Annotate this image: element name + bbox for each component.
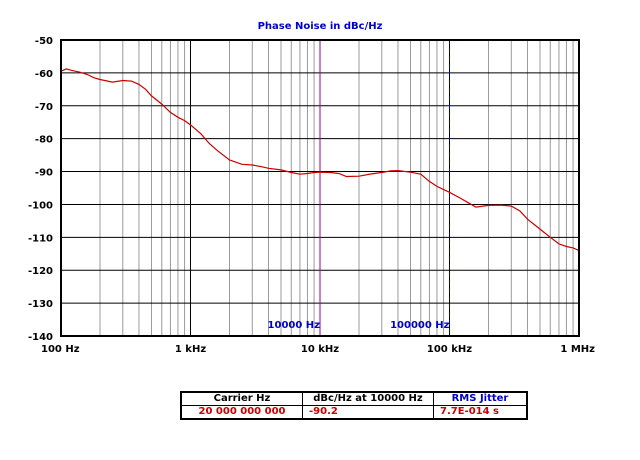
jitter-header: RMS Jitter xyxy=(433,391,528,406)
jitter-value: 7.7E-014 s xyxy=(433,405,528,420)
y-tick-label: -80 xyxy=(35,135,53,146)
dbc-header: dBc/Hz at 10000 Hz xyxy=(302,391,434,406)
summary-table: Carrier Hz dBc/Hz at 10000 Hz RMS Jitter… xyxy=(180,391,528,420)
y-tick-label: -70 xyxy=(35,102,53,113)
summary-header-row: Carrier Hz dBc/Hz at 10000 Hz RMS Jitter xyxy=(180,391,528,406)
plot-area-frame xyxy=(60,39,580,337)
y-tick-label: -100 xyxy=(28,200,53,211)
y-tick-label: -120 xyxy=(28,266,53,277)
x-tick-label: 100 Hz xyxy=(41,344,80,355)
y-tick-label: -130 xyxy=(28,299,53,310)
x-tick-label: 1 kHz xyxy=(175,344,206,355)
phase-noise-chart: Phase Noise in dBc/Hz 10000 Hz 100000 Hz … xyxy=(28,21,595,355)
summary-value-row: 20 000 000 000 -90.2 7.7E-014 s xyxy=(180,405,528,420)
dbc-value: -90.2 xyxy=(302,405,434,420)
marker-label: 10000 Hz xyxy=(268,320,321,331)
y-tick-label: -60 xyxy=(35,69,53,80)
y-tick-label: -110 xyxy=(28,233,53,244)
x-tick-label: 1 MHz xyxy=(560,344,595,355)
chart-title: Phase Noise in dBc/Hz xyxy=(258,21,383,32)
x-tick-label: 100 kHz xyxy=(427,344,472,355)
phase-noise-line xyxy=(60,68,580,252)
carrier-header: Carrier Hz xyxy=(180,391,303,406)
y-tick-label: -140 xyxy=(28,332,53,343)
y-tick-label: -50 xyxy=(35,36,53,47)
carrier-value: 20 000 000 000 xyxy=(180,405,303,420)
y-tick-label: -90 xyxy=(35,168,53,179)
x-tick-label: 10 kHz xyxy=(301,344,339,355)
marker-label: 100000 Hz xyxy=(390,320,450,331)
